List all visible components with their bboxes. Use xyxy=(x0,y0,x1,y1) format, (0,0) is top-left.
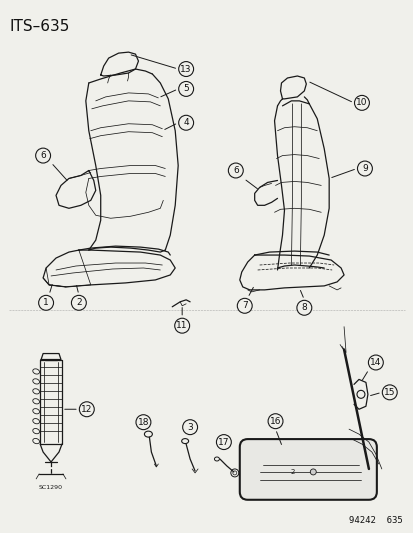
Text: 4: 4 xyxy=(183,118,188,127)
Text: 17: 17 xyxy=(218,438,229,447)
Text: 18: 18 xyxy=(138,418,149,427)
Text: 5: 5 xyxy=(183,84,189,93)
Text: 6: 6 xyxy=(40,151,46,160)
Circle shape xyxy=(216,434,231,449)
Text: 1: 1 xyxy=(43,298,49,308)
Text: 2: 2 xyxy=(76,298,81,308)
Text: 8: 8 xyxy=(301,303,306,312)
FancyBboxPatch shape xyxy=(239,439,376,500)
Circle shape xyxy=(36,148,50,163)
Text: 11: 11 xyxy=(176,321,188,330)
Circle shape xyxy=(135,415,150,430)
Circle shape xyxy=(178,115,193,130)
Circle shape xyxy=(354,95,368,110)
Circle shape xyxy=(381,385,396,400)
Circle shape xyxy=(296,300,311,315)
Text: 6: 6 xyxy=(233,166,238,175)
Circle shape xyxy=(237,298,252,313)
Circle shape xyxy=(310,469,316,475)
Circle shape xyxy=(79,402,94,417)
Circle shape xyxy=(368,355,382,370)
Circle shape xyxy=(178,82,193,96)
Text: 2: 2 xyxy=(290,469,294,475)
Circle shape xyxy=(174,318,189,333)
Text: 94242  635: 94242 635 xyxy=(348,515,402,524)
Text: ITS–635: ITS–635 xyxy=(9,19,69,34)
Text: 13: 13 xyxy=(180,64,192,74)
Text: 14: 14 xyxy=(369,358,381,367)
Circle shape xyxy=(356,161,371,176)
Text: SC1290: SC1290 xyxy=(39,485,63,490)
Circle shape xyxy=(182,419,197,434)
Circle shape xyxy=(38,295,53,310)
Text: 12: 12 xyxy=(81,405,92,414)
Text: 16: 16 xyxy=(269,417,280,426)
Text: 7: 7 xyxy=(241,301,247,310)
Circle shape xyxy=(228,163,243,178)
Circle shape xyxy=(268,414,282,429)
Circle shape xyxy=(71,295,86,310)
Text: 3: 3 xyxy=(187,423,192,432)
Text: 10: 10 xyxy=(355,99,367,107)
Text: 9: 9 xyxy=(361,164,367,173)
Circle shape xyxy=(178,62,193,77)
Text: 15: 15 xyxy=(383,388,394,397)
